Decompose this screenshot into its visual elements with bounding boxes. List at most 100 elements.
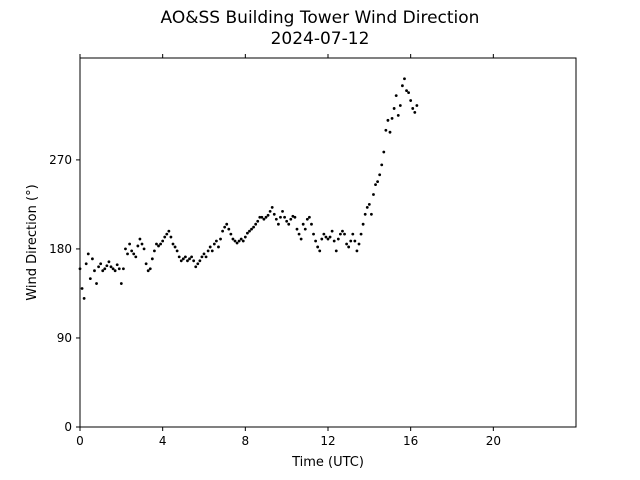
data-point — [229, 232, 233, 236]
data-point — [82, 296, 86, 300]
data-point — [140, 242, 144, 246]
x-tick-label: 4 — [159, 434, 167, 448]
data-point — [237, 239, 241, 243]
data-point — [328, 235, 332, 239]
x-axis-label: Time (UTC) — [291, 455, 364, 470]
data-point — [206, 249, 210, 253]
data-point — [312, 232, 315, 236]
x-tick-label: 20 — [486, 434, 501, 448]
data-point — [173, 245, 177, 249]
data-point — [363, 212, 367, 216]
data-point — [243, 235, 247, 239]
data-point — [167, 229, 171, 233]
data-point — [157, 244, 160, 248]
x-tick-label: 0 — [76, 434, 84, 448]
data-point — [314, 239, 317, 243]
data-point — [155, 242, 158, 246]
data-point — [277, 222, 280, 226]
data-point — [165, 232, 169, 236]
data-point — [126, 252, 129, 256]
data-point — [390, 116, 394, 120]
x-tick-label: 8 — [242, 434, 250, 448]
data-point — [293, 215, 297, 219]
data-point — [163, 235, 167, 239]
y-axis-ticks: 0 90 180 270 — [49, 153, 80, 434]
data-point — [144, 262, 148, 266]
data-point — [128, 242, 132, 246]
x-axis-ticks: 0 4 8 12 16 20 — [76, 54, 501, 448]
data-point — [401, 84, 404, 88]
data-point — [310, 222, 313, 226]
data-point — [320, 237, 324, 241]
data-point — [264, 215, 268, 219]
data-point — [287, 222, 291, 226]
data-point — [190, 255, 194, 259]
data-point — [262, 217, 266, 221]
data-point — [256, 219, 260, 223]
data-point — [175, 249, 179, 253]
data-point — [289, 217, 293, 221]
data-point — [204, 255, 208, 259]
data-point — [351, 232, 355, 236]
data-point — [258, 215, 262, 219]
data-point — [177, 255, 181, 259]
data-point — [159, 242, 163, 246]
chart-title-line-2: 2024-07-12 — [270, 29, 370, 49]
data-point — [95, 282, 98, 285]
data-point — [198, 259, 202, 263]
data-point — [398, 104, 402, 107]
data-point — [359, 232, 363, 236]
data-point — [415, 104, 419, 107]
data-point — [181, 257, 185, 261]
data-point — [200, 255, 204, 259]
data-point — [142, 247, 146, 251]
y-tick-label: 90 — [57, 331, 72, 345]
data-point — [324, 235, 328, 239]
x-tick-label: 12 — [320, 434, 335, 448]
data-point — [413, 111, 417, 114]
data-point — [409, 99, 413, 102]
data-point — [196, 262, 200, 266]
data-point — [223, 225, 227, 229]
data-point — [101, 269, 105, 273]
data-point — [86, 252, 90, 256]
y-tick-label: 180 — [49, 242, 72, 256]
data-point — [274, 217, 278, 221]
data-point — [136, 244, 140, 248]
data-point — [179, 259, 183, 263]
data-point — [153, 249, 156, 253]
y-axis-label: Wind Direction (°) — [25, 184, 40, 300]
data-point — [99, 262, 103, 266]
data-point — [411, 107, 415, 110]
data-point — [388, 130, 392, 134]
data-point — [134, 255, 138, 259]
data-point — [270, 205, 274, 209]
data-point — [146, 269, 150, 273]
data-point — [374, 183, 377, 187]
data-point — [130, 249, 134, 253]
data-point — [231, 237, 235, 241]
data-point — [109, 265, 113, 269]
data-point — [93, 269, 96, 273]
data-point — [376, 180, 379, 184]
data-point — [301, 222, 305, 226]
data-point — [355, 249, 359, 253]
data-point — [113, 269, 117, 273]
data-point — [188, 257, 191, 261]
data-point — [169, 235, 173, 239]
data-point — [318, 249, 322, 253]
data-point — [122, 267, 125, 271]
data-point — [285, 219, 289, 223]
data-point — [308, 215, 311, 219]
data-point — [241, 239, 245, 243]
data-point — [117, 267, 121, 271]
data-point — [219, 237, 222, 241]
chart-title-line-1: AO&SS Building Tower Wind Direction — [160, 8, 480, 28]
data-point — [103, 267, 107, 271]
data-point — [97, 265, 100, 269]
data-point — [132, 252, 136, 256]
data-point — [171, 242, 175, 246]
data-point — [334, 249, 338, 253]
data-point — [382, 150, 386, 154]
